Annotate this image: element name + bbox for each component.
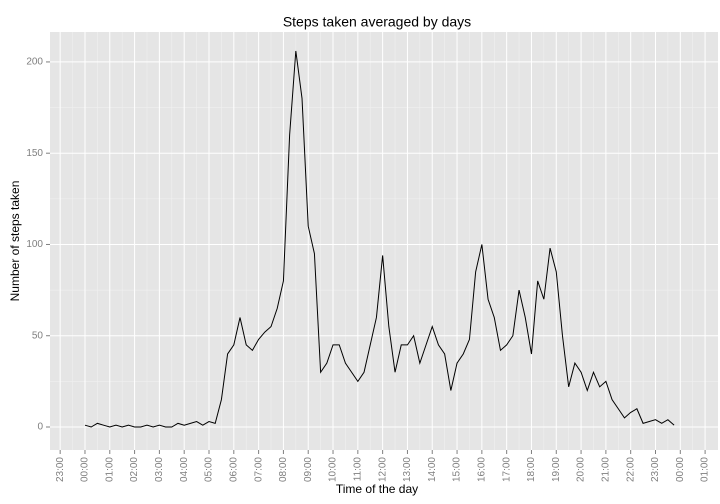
x-tick-label: 12:00 (377, 457, 388, 482)
x-tick-label: 13:00 (402, 457, 413, 482)
plot-panel (50, 32, 718, 450)
x-tick-label: 16:00 (476, 457, 487, 482)
x-tick-label: 10:00 (328, 457, 339, 482)
chart-title: Steps taken averaged by days (283, 14, 471, 30)
x-tick-label: 21:00 (601, 457, 612, 482)
y-tick-label: 100 (26, 239, 43, 250)
x-tick-label: 07:00 (253, 457, 264, 482)
y-tick-label: 200 (26, 57, 43, 68)
x-tick-label: 02:00 (129, 457, 140, 482)
x-tick-label: 01:00 (104, 457, 115, 482)
x-tick-label: 14:00 (427, 457, 438, 482)
x-tick-label: 19:00 (551, 457, 562, 482)
x-tick-label: 04:00 (179, 457, 190, 482)
y-tick-label: 0 (37, 422, 43, 433)
y-tick-label: 150 (26, 148, 43, 159)
x-tick-label: 01:00 (700, 457, 711, 482)
y-tick-label: 50 (32, 330, 44, 341)
x-tick-label: 15:00 (452, 457, 463, 482)
x-tick-label: 09:00 (303, 457, 314, 482)
x-tick-label: 05:00 (204, 457, 215, 482)
x-tick-label: 22:00 (625, 457, 636, 482)
x-tick-label: 03:00 (154, 457, 165, 482)
x-axis-label: Time of the day (336, 482, 418, 496)
x-tick-label: 00:00 (675, 457, 686, 482)
x-tick-label: 08:00 (278, 457, 289, 482)
y-axis-label: Number of steps taken (8, 181, 22, 302)
x-tick-label: 23:00 (650, 457, 661, 482)
data-line (84, 50, 675, 428)
x-tick-label: 00:00 (80, 457, 91, 482)
x-tick-label: 11:00 (352, 457, 363, 482)
x-tick-label: 23:00 (55, 457, 66, 482)
x-tick-label: 20:00 (576, 457, 587, 482)
x-tick-label: 17:00 (501, 457, 512, 482)
x-tick-label: 06:00 (228, 457, 239, 482)
x-tick-label: 18:00 (526, 457, 537, 482)
